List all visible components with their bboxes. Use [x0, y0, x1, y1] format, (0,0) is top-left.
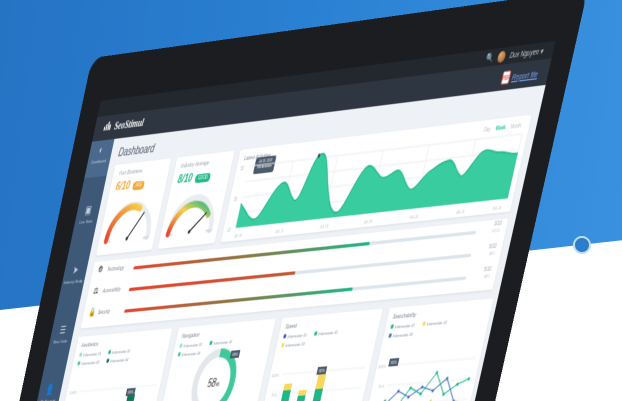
svg-text:JUL 21: JUL 21	[455, 209, 465, 215]
svg-text:75%: 75%	[377, 383, 385, 390]
svg-text:JUL 16: JUL 16	[233, 233, 242, 239]
svg-text:10: 10	[226, 227, 231, 234]
svg-text:PDF: PDF	[502, 74, 511, 81]
svg-text:JUL 18: JUL 18	[319, 224, 328, 230]
svg-text:JUL 20: JUL 20	[409, 214, 419, 220]
svg-text:100%: 100%	[69, 389, 78, 396]
svg-text:100%: 100%	[378, 363, 388, 370]
svg-text:JUL 22: JUL 22	[492, 205, 502, 211]
svg-text:100%: 100%	[271, 372, 280, 379]
svg-text:High: High	[142, 235, 149, 240]
svg-text:58%: 58%	[206, 377, 221, 391]
svg-text:Low: Low	[167, 232, 173, 237]
svg-text:Low: Low	[105, 239, 111, 244]
svg-text:75%: 75%	[271, 392, 279, 399]
svg-text:JUL 17: JUL 17	[275, 229, 284, 235]
svg-text:High: High	[205, 228, 212, 233]
svg-text:JUL 19: JUL 19	[363, 219, 373, 225]
svg-text:30: 30	[233, 196, 238, 203]
svg-text:50: 50	[240, 165, 245, 172]
